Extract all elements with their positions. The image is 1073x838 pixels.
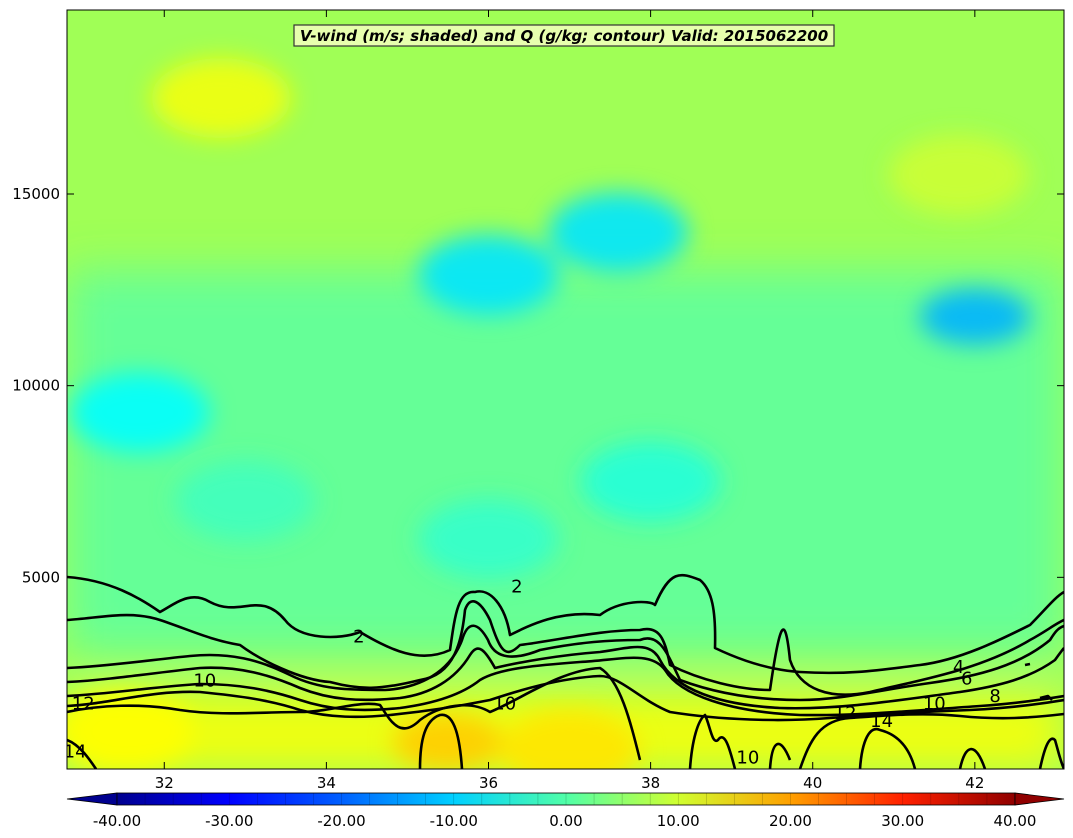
contour-label-0: 2: [511, 577, 522, 598]
colorbar-tick-label-3: -10.00: [430, 812, 478, 830]
colorbar-ticks: -40.00 -30.00 -20.00 -10.00 0.00 10.00 20.00 30…: [93, 793, 1037, 830]
contour-label-10: 12: [834, 703, 857, 724]
x-tick-label-3: 38: [641, 774, 660, 792]
x-tick-label-0: 32: [155, 774, 174, 792]
title-box: [293, 24, 835, 47]
contour-6: [67, 645, 1064, 710]
shaded-field: [67, 58, 1064, 769]
shade-sample-5: [580, 441, 721, 522]
shade-sample-0: [67, 690, 194, 769]
colorbar-tick-label-7: 30.00: [881, 812, 924, 830]
shade-sample-8: [548, 192, 689, 273]
q-contours: [67, 573, 1064, 769]
contour-8: [67, 656, 1064, 717]
shade-sample-2: [499, 709, 640, 769]
contour-label-4: 14: [64, 742, 87, 763]
shade-layer-fine: [67, 58, 1030, 769]
shade-sample-3: [175, 460, 316, 541]
contour-4: [67, 624, 1064, 702]
title-text: V-wind (m/s; shaded) and Q (g/kg; contou…: [300, 27, 828, 45]
y-tick-label-1: 10000: [12, 377, 60, 395]
colorbar-tick-label-5: 10.00: [657, 812, 700, 830]
y-tick-label-2: 15000: [12, 185, 60, 203]
contour-14: [67, 662, 1064, 769]
chart-title: V-wind (m/s; shaded) and Q (g/kg; contou…: [293, 24, 835, 47]
shade-sample-11: [888, 134, 1029, 215]
contour-label-3: 12: [72, 694, 95, 715]
plot-area: 2 2 10 12 14 10 468 10 12 14 10: [64, 10, 1064, 769]
shade-sample-9: [919, 288, 1030, 345]
x-tick-label-5: 42: [965, 774, 984, 792]
contour-labels: 2 2 10 12 14 10 468 10 12 14 10: [64, 577, 1001, 769]
contour-label-8: 8: [989, 686, 1000, 707]
contour-label-11: 14: [870, 711, 893, 732]
shade-mid-band: [67, 270, 1064, 654]
contour-label-5: 10: [493, 694, 516, 715]
colorbar-tick-label-4: 0.00: [549, 812, 582, 830]
shade-sample-6: [69, 372, 210, 453]
colorbar-tick-label-8: 40.00: [994, 812, 1037, 830]
plot-frame: [66, 9, 1065, 770]
contour-label-7: 6: [961, 669, 972, 690]
x-tick-label-1: 34: [317, 774, 336, 792]
shade-sample-7: [418, 234, 559, 315]
shade-sample-4: [418, 499, 559, 579]
contour-12: [67, 666, 1064, 769]
colorbar-tick-label-1: -30.00: [205, 812, 253, 830]
x-tick-label-2: 36: [479, 774, 498, 792]
contour-label-6: 4: [953, 657, 964, 678]
contour-label-12: 10: [736, 747, 759, 768]
contour-label-2: 10: [193, 671, 216, 692]
colorbar-tick-label-6: 20.00: [769, 812, 812, 830]
y-tick-label-0: 5000: [22, 568, 60, 586]
contour-2: [67, 573, 1064, 675]
colorbar-extend-high: [1014, 792, 1065, 806]
colorbar: -40.00 -30.00 -20.00 -10.00 0.00 10.00 20.00 30…: [66, 792, 1065, 830]
shade-sample-1: [392, 714, 503, 769]
contour-label-9: 10: [923, 694, 946, 715]
contour-label-1: 2: [353, 627, 364, 648]
colorbar-tick-label-0: -40.00: [93, 812, 141, 830]
shade-sample-10: [151, 58, 292, 139]
colorbar-tick-label-2: -20.00: [317, 812, 365, 830]
colorbar-extend-low: [66, 792, 118, 806]
x-tick-label-4: 40: [803, 774, 822, 792]
